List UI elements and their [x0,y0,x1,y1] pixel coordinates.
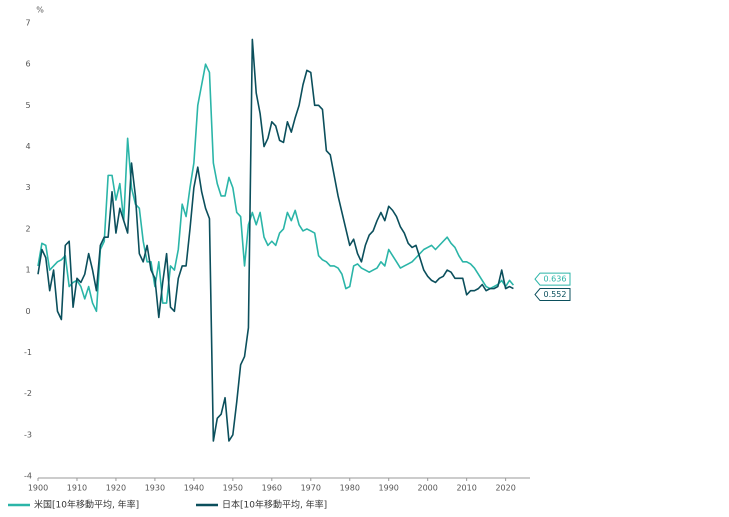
y-tick-label: 4 [25,142,30,151]
y-unit: % [36,6,44,15]
y-tick-label: -3 [24,430,32,439]
x-tick-label: 1900 [28,484,48,493]
series-line [37,63,515,313]
y-tick-label: -4 [24,472,32,481]
x-tick-label: 1990 [379,484,399,493]
x-tick-label: 2000 [418,484,438,493]
end-label-box [534,288,571,302]
x-tick-label: 1950 [223,484,243,493]
y-tick-label: 5 [25,101,30,110]
end-label: 0.636 [544,275,567,284]
x-tick-label: 2020 [495,484,515,493]
y-tick-label: 7 [25,19,30,28]
y-tick-label: 2 [25,224,30,233]
y-tick-label: -1 [24,348,32,357]
y-tick-label: -2 [24,389,32,398]
x-tick-label: 2010 [456,484,476,493]
end-label-box [534,272,571,286]
x-tick-label: 1960 [262,484,282,493]
y-tick-label: 6 [25,60,30,69]
legend-label: 日本[10年移動平均, 年率] [222,499,327,511]
x-tick-label: 1930 [145,484,165,493]
x-tick-label: 1910 [67,484,87,493]
x-tick-label: 1920 [106,484,126,493]
y-tick-label: 1 [25,266,30,275]
series-line [37,38,514,442]
legend-label: 米国[10年移動平均, 年率] [34,499,139,511]
x-tick-label: 1940 [184,484,204,493]
x-tick-label: 1970 [301,484,321,493]
y-tick-label: 3 [25,183,30,192]
end-label: 0.552 [544,290,567,299]
x-tick-label: 1980 [340,484,360,493]
y-tick-label: 0 [25,307,30,316]
